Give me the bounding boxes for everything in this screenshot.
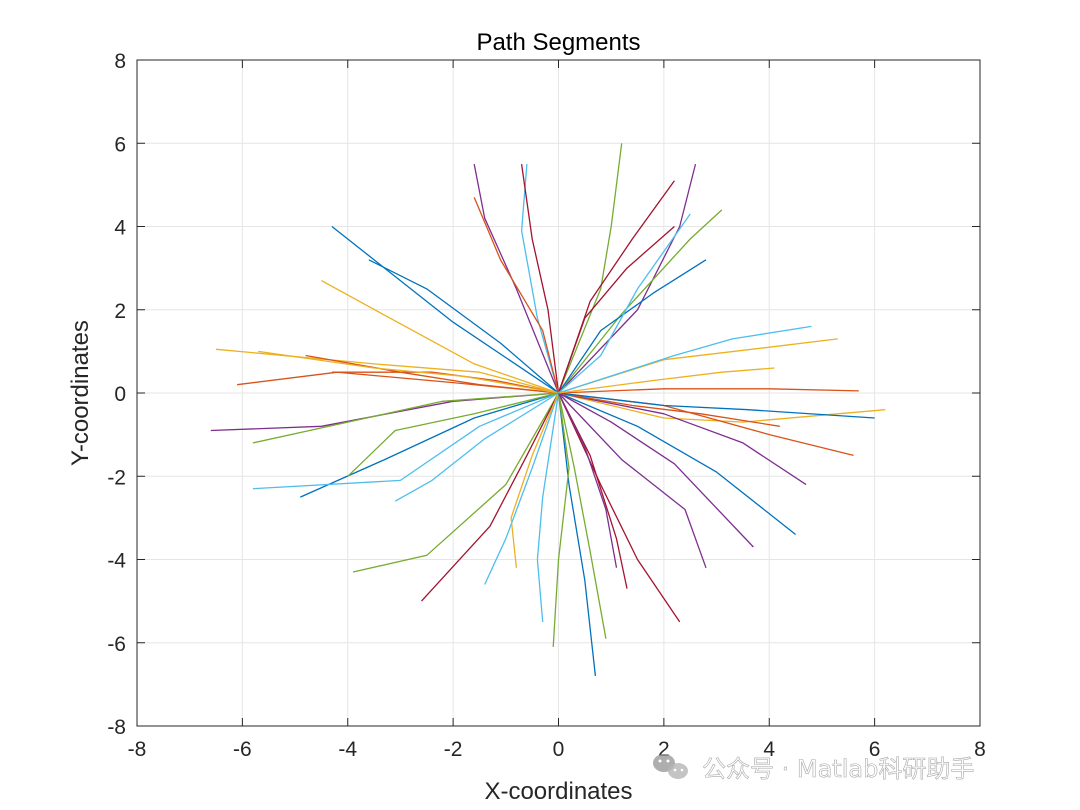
path-segment-line — [484, 392, 560, 585]
path-segment-line — [510, 392, 560, 568]
x-tick-label: 0 — [553, 738, 565, 761]
path-segment-line — [558, 388, 859, 394]
y-tick-label: -8 — [107, 716, 126, 739]
x-axis-label: X-coordinates — [484, 778, 632, 805]
path-segment-line — [558, 325, 812, 394]
x-tick-label: -4 — [338, 738, 357, 761]
y-tick-label: 6 — [114, 133, 126, 156]
x-tick-label: 8 — [974, 738, 986, 761]
path-segment-line — [558, 392, 707, 569]
y-tick-label: 8 — [114, 50, 126, 73]
x-tick-label: 4 — [763, 738, 775, 761]
path-segment-line — [473, 163, 560, 394]
path-segment-line — [557, 180, 675, 394]
path-segment-line — [558, 213, 691, 394]
y-tick-label: 0 — [114, 383, 126, 406]
path-segment-line — [557, 392, 618, 568]
path-segment-line — [558, 392, 886, 423]
path-segments-series — [210, 143, 886, 677]
x-tick-label: -2 — [444, 738, 463, 761]
path-segment-line — [520, 164, 560, 394]
watermark: 公众号 · Matlab科研助手 — [653, 754, 975, 783]
path-segment-line — [300, 392, 559, 498]
path-segment-line — [252, 392, 559, 444]
path-segment-line — [368, 259, 559, 394]
path-segment-line — [558, 392, 797, 536]
path-segment-line — [252, 392, 559, 490]
path-segment-line — [558, 392, 754, 548]
axis-ticks: -8 -6 -4 -2 0 2 4 6 8 -8 -6 -4 -2 0 2 4 6 8 — [107, 50, 986, 761]
path-segment-line — [557, 143, 623, 394]
path-segment-line — [558, 392, 807, 486]
path-segment-line — [558, 392, 875, 419]
path-segment-line — [558, 392, 780, 427]
x-tick-label: -8 — [128, 738, 147, 761]
path-segment-line — [558, 163, 697, 394]
path-segment-line — [473, 197, 560, 394]
path-segment-line — [305, 354, 559, 394]
y-tick-label: -6 — [107, 633, 126, 656]
path-segment-line — [557, 392, 607, 639]
y-axis-label: Y-coordinates — [67, 320, 94, 466]
path-segment-line — [421, 392, 560, 602]
y-tick-label: -2 — [107, 466, 126, 489]
path-segment-line — [347, 392, 559, 477]
y-tick-label: 2 — [114, 300, 126, 323]
chart-title: Path Segments — [476, 29, 640, 56]
path-segment-line — [558, 367, 775, 394]
path-segment-line — [536, 392, 560, 622]
y-tick-label: -4 — [107, 550, 126, 573]
path-segment-line — [557, 392, 681, 623]
y-tick-label: 4 — [114, 217, 126, 240]
path-segment-line — [352, 392, 560, 573]
path-segment-line — [520, 164, 560, 394]
path-segment-line — [557, 259, 707, 394]
path-segment-line — [557, 392, 597, 677]
watermark-text: 公众号 · Matlab科研助手 — [702, 755, 974, 783]
x-tick-label: -6 — [233, 738, 252, 761]
path-segment-line — [557, 209, 723, 394]
x-tick-label: 6 — [869, 738, 881, 761]
x-tick-label: 2 — [658, 738, 670, 761]
path-segment-line — [331, 225, 559, 394]
path-segment-line — [321, 280, 559, 394]
wechat-icon — [653, 754, 688, 779]
path-segment-line — [394, 392, 559, 502]
path-segment-line — [258, 350, 559, 394]
path-segment-line — [552, 392, 570, 647]
